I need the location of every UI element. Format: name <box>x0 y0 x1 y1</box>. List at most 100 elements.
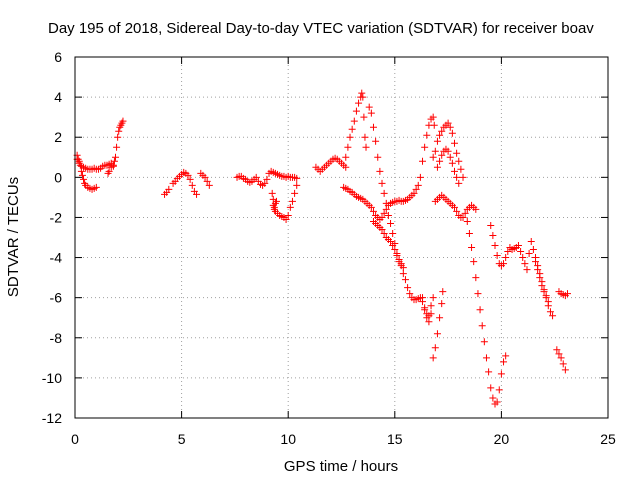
series-track-h <box>268 189 280 211</box>
data-point <box>378 213 386 221</box>
data-point <box>270 203 278 211</box>
data-point <box>563 290 571 298</box>
data-point <box>291 189 299 197</box>
data-point <box>419 157 427 165</box>
data-point <box>378 225 386 233</box>
data-point <box>360 113 368 121</box>
data-point <box>453 207 461 215</box>
data-point <box>514 242 522 250</box>
x-axis-label: GPS time / hours <box>284 458 398 475</box>
data-point <box>401 276 409 284</box>
data-point <box>293 174 301 182</box>
data-point <box>114 133 122 141</box>
data-point <box>457 165 465 173</box>
data-point <box>470 258 478 266</box>
data-point <box>517 248 525 256</box>
data-point <box>465 229 473 237</box>
data-point <box>455 179 463 187</box>
data-point <box>193 190 201 198</box>
data-point <box>544 298 552 306</box>
series-track-t <box>487 221 520 270</box>
data-point <box>438 127 446 135</box>
data-point <box>502 254 510 262</box>
data-point <box>382 199 390 207</box>
data-point <box>487 221 495 229</box>
x-tick-label: 25 <box>600 431 616 447</box>
data-point <box>487 384 495 392</box>
data-point <box>549 312 557 320</box>
data-point <box>502 352 510 360</box>
y-tick-label: -10 <box>42 370 62 386</box>
series-track-r <box>433 145 463 187</box>
data-point <box>395 256 403 264</box>
data-point <box>261 179 269 187</box>
y-tick-label: -4 <box>50 250 63 266</box>
data-point <box>453 173 461 181</box>
data-point <box>188 181 196 189</box>
data-point <box>478 322 486 330</box>
data-point <box>542 292 550 300</box>
y-tick-label: -12 <box>42 410 62 426</box>
data-point <box>472 205 480 213</box>
data-point <box>429 294 437 302</box>
data-point <box>293 181 301 189</box>
data-point <box>380 229 388 237</box>
data-point <box>80 175 88 183</box>
y-tick-label: -2 <box>50 209 63 225</box>
data-point <box>421 306 429 314</box>
series-track-w <box>555 288 571 300</box>
data-point <box>448 159 456 167</box>
data-point <box>525 250 533 258</box>
data-point <box>355 99 363 107</box>
y-tick-label: -8 <box>50 330 63 346</box>
data-point <box>444 119 452 127</box>
data-point <box>448 129 456 137</box>
data-point <box>439 288 447 296</box>
data-point <box>376 167 384 175</box>
data-point <box>534 266 542 274</box>
data-point <box>184 171 192 179</box>
data-point <box>474 290 482 298</box>
data-point <box>367 109 375 117</box>
data-point <box>436 131 444 139</box>
series-track-v <box>532 258 552 306</box>
data-point <box>529 246 537 254</box>
series-track-d <box>161 168 201 198</box>
data-point <box>504 248 512 256</box>
data-point <box>523 266 531 274</box>
data-point <box>433 163 441 171</box>
data-point <box>252 173 260 181</box>
data-point <box>463 217 471 225</box>
data-point <box>438 151 446 159</box>
data-point <box>286 203 294 211</box>
data-point <box>186 175 194 183</box>
data-point <box>431 147 439 155</box>
data-point <box>538 282 546 290</box>
series-track-j <box>340 113 438 223</box>
series-track-g <box>269 181 301 223</box>
data-point <box>450 139 458 147</box>
data-point <box>429 153 437 161</box>
data-point <box>430 121 438 129</box>
y-tick-label: 0 <box>54 169 62 185</box>
data-point <box>423 314 431 322</box>
y-tick-label: -6 <box>50 290 63 306</box>
data-point <box>358 89 366 97</box>
data-point <box>419 294 427 302</box>
series-track-q <box>429 119 467 181</box>
data-point <box>414 181 422 189</box>
series-track-x <box>553 346 569 374</box>
data-point <box>553 346 561 354</box>
data-point <box>115 127 123 135</box>
data-point <box>425 318 433 326</box>
data-point <box>489 394 497 402</box>
data-point <box>433 137 441 145</box>
data-point <box>519 254 527 262</box>
y-tick-label: 2 <box>54 129 62 145</box>
data-point <box>421 143 429 151</box>
data-point <box>397 260 405 268</box>
data-point <box>362 143 370 151</box>
series-track-e <box>197 169 213 189</box>
data-point <box>500 358 508 366</box>
series-track-o <box>429 288 447 362</box>
